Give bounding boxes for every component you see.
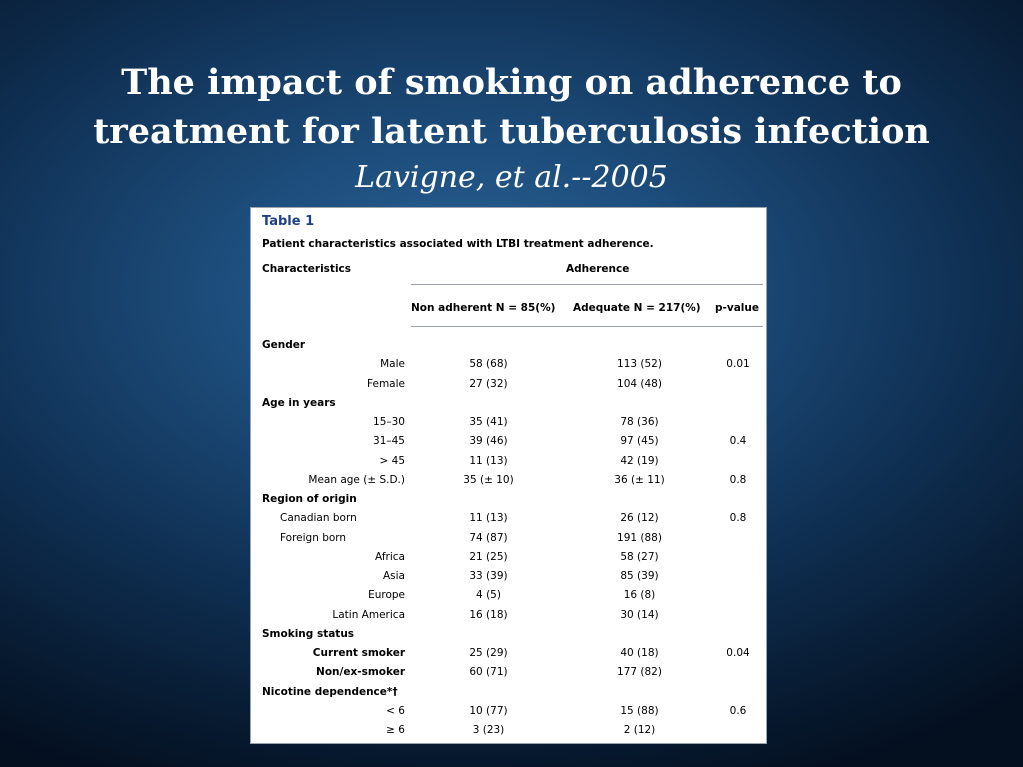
row-label: Non/ex-smoker [316,666,405,679]
table-row: Female 27 (32) 104 (48) [251,376,766,395]
non-adherent-cell: 39 (46) [469,435,508,448]
table-group-row: Nicotine dependence*† [251,684,766,703]
non-adherent-cell: 4 (5) [476,589,501,602]
col-header-pvalue: p-value [715,302,759,314]
slide-title-line-2: treatment for latent tuberculosis infect… [93,111,930,152]
row-label: > 45 [379,454,406,467]
table-row: Male 58 (68) 113 (52) 0.01 [251,356,766,375]
col-header-non-adherent: Non adherent N = 85(%) [411,302,556,314]
adequate-cell: 26 (12) [620,512,659,525]
table-group-row: Gender [251,337,766,356]
non-adherent-cell: 21 (25) [469,550,508,563]
header-rule-bottom [411,326,763,327]
row-label: Europe [368,589,405,602]
row-label: Foreign born [280,531,347,544]
row-label: Female [367,377,405,390]
non-adherent-cell: 35 (41) [469,416,508,428]
non-adherent-cell: 35 (± 10) [463,473,514,486]
pvalue-cell: 0.04 [726,647,750,659]
adequate-cell: 30 (14) [620,608,659,621]
table-group-row: Region of origin [251,491,766,510]
table-group-row: Smoking status [251,626,766,645]
adequate-cell: 113 (52) [617,358,662,371]
row-label: Asia [382,570,405,582]
table-row: Non/ex-smoker 60 (71) 177 (82) [251,664,766,683]
non-adherent-cell: 33 (39) [469,570,508,582]
row-label: Latin America [332,608,405,621]
row-label: Mean age (± S.D.) [308,473,405,486]
table-row: Asia 33 (39) 85 (39) [251,568,766,587]
adequate-cell: 177 (82) [617,666,662,679]
pvalue-cell: 0.4 [729,435,747,448]
row-label: Africa [375,550,405,563]
col-header-adequate: Adequate N = 217(%) [573,302,701,314]
table-row: Canadian born 11 (13) 26 (12) 0.8 [251,510,766,529]
adequate-cell: 104 (48) [617,377,662,390]
row-label: Gender [262,339,306,351]
non-adherent-cell: 11 (13) [469,512,508,525]
row-label: Age in years [262,396,336,409]
table-row: 15–30 35 (41) 78 (36) [251,414,766,433]
row-label: Smoking status [262,627,355,640]
pvalue-cell: 0.6 [729,704,747,717]
row-label: < 6 [386,704,405,717]
row-label: Current smoker [312,647,405,659]
adequate-cell: 36 (± 11) [614,473,665,486]
non-adherent-cell: 58 (68) [469,358,508,371]
row-label: 31–45 [373,435,405,448]
non-adherent-cell: 25 (29) [469,647,508,659]
table-row: Latin America 16 (18) 30 (14) [251,607,766,626]
adequate-cell: 191 (88) [617,531,662,544]
pvalue-cell: 0.8 [729,473,747,486]
row-label: ≥ 6 [386,724,405,736]
table-row: Africa 21 (25) 58 (27) [251,549,766,568]
adequate-cell: 42 (19) [620,454,659,467]
row-label: Region of origin [262,493,357,505]
adequate-cell: 97 (45) [620,435,659,448]
header-adherence: Adherence [566,263,630,275]
row-label: 15–30 [373,416,405,428]
slide-title-line-1: The impact of smoking on adherence to [121,62,902,103]
non-adherent-cell: 60 (71) [469,666,508,679]
row-label: Canadian born [280,512,357,525]
table-row: Mean age (± S.D.) 35 (± 10) 36 (± 11) 0.8 [251,472,766,491]
adequate-cell: 58 (27) [620,550,659,563]
adequate-cell: 78 (36) [620,416,659,428]
non-adherent-cell: 11 (13) [469,454,508,467]
adequate-cell: 15 (88) [620,704,659,717]
table-image: Table 1 Patient characteristics associat… [250,207,767,744]
table-description: Patient characteristics associated with … [262,238,654,250]
table-row: Current smoker 25 (29) 40 (18) 0.04 [251,645,766,664]
slide-title: The impact of smoking on adherence to tr… [0,58,1023,156]
table-row: < 6 10 (77) 15 (88) 0.6 [251,703,766,722]
non-adherent-cell: 74 (87) [469,531,508,544]
pvalue-cell: 0.01 [726,358,750,371]
row-label: Male [380,358,405,371]
pvalue-cell: 0.8 [729,512,747,525]
table-row: 31–45 39 (46) 97 (45) 0.4 [251,433,766,452]
adequate-cell: 85 (39) [620,570,659,582]
adequate-cell: 40 (18) [620,647,659,659]
table-group-row: Age in years [251,395,766,414]
slide-citation: Lavigne, et al.--2005 [355,160,668,195]
table-caption: Table 1 [262,214,315,229]
header-characteristics: Characteristics [262,263,352,275]
table-row: > 45 11 (13) 42 (19) [251,453,766,472]
non-adherent-cell: 16 (18) [469,608,508,621]
table-row: Foreign born 74 (87) 191 (88) [251,530,766,549]
non-adherent-cell: 27 (32) [469,377,508,390]
table-row: Europe 4 (5) 16 (8) [251,587,766,606]
adequate-cell: 16 (8) [623,589,656,602]
table-row: ≥ 6 3 (23) 2 (12) [251,722,766,741]
non-adherent-cell: 3 (23) [472,724,505,736]
row-label: Nicotine dependence*† [262,685,398,698]
non-adherent-cell: 10 (77) [469,704,508,717]
adequate-cell: 2 (12) [623,724,656,736]
header-rule-top [411,284,763,285]
